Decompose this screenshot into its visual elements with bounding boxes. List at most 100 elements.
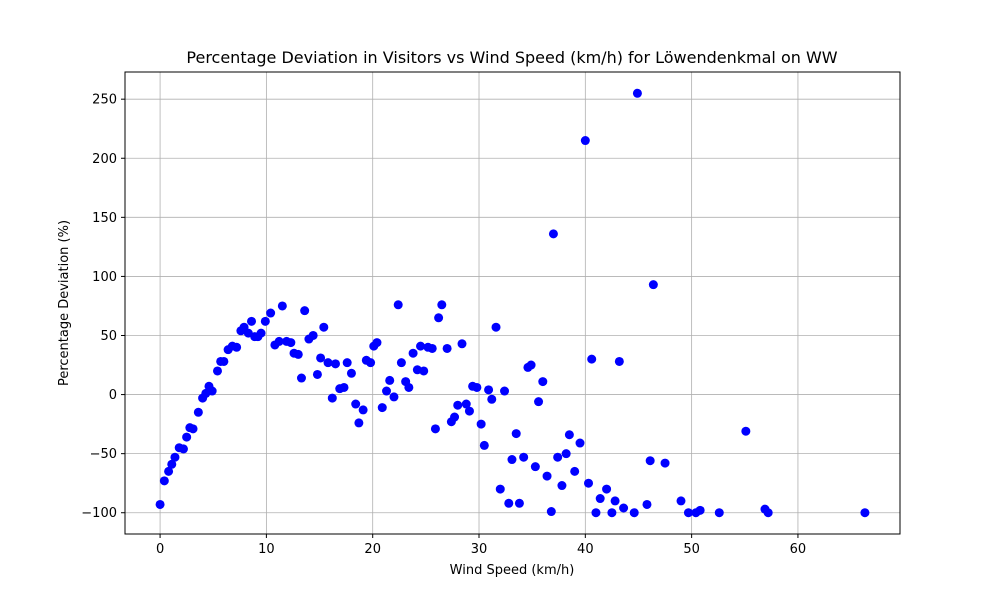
data-point: [453, 400, 463, 410]
data-point: [584, 478, 594, 488]
data-point: [495, 484, 505, 494]
y-tick-label: 200: [92, 152, 117, 167]
data-point: [542, 471, 552, 481]
data-point: [339, 382, 349, 392]
y-tick-label: 150: [92, 211, 117, 226]
x-axis-ticks: 0 10 20 30 40 50 60: [156, 534, 806, 557]
data-point: [247, 316, 257, 326]
data-point: [461, 399, 471, 409]
data-point: [450, 412, 460, 422]
data-point: [354, 418, 364, 428]
data-points: [155, 88, 870, 518]
data-point: [377, 403, 387, 413]
data-point: [389, 392, 399, 402]
data-point: [561, 449, 571, 459]
data-point: [188, 424, 198, 434]
data-point: [164, 466, 174, 476]
data-point: [632, 88, 642, 98]
data-point: [741, 426, 751, 436]
data-point: [607, 508, 617, 518]
data-point: [457, 339, 467, 349]
data-point: [491, 322, 501, 332]
data-point: [300, 306, 310, 316]
data-point: [260, 316, 270, 326]
data-point: [396, 358, 406, 368]
data-point: [476, 419, 486, 429]
grid: [125, 72, 900, 534]
data-point: [553, 452, 563, 462]
data-point: [570, 466, 580, 476]
y-tick-label: 50: [100, 329, 117, 344]
data-point: [538, 377, 548, 387]
x-tick-label: 0: [156, 542, 164, 557]
data-point: [266, 308, 276, 318]
data-point: [434, 313, 444, 323]
y-tick-label: 250: [92, 93, 117, 108]
data-point: [277, 301, 287, 311]
plot-frame: [124, 71, 901, 535]
data-point: [479, 440, 489, 450]
data-point: [507, 455, 517, 465]
data-point: [170, 452, 180, 462]
y-tick-label: 100: [92, 270, 117, 285]
data-point: [296, 373, 306, 383]
data-point: [695, 505, 705, 515]
x-tick-label: 10: [258, 542, 275, 557]
data-point: [714, 508, 724, 518]
data-point: [232, 342, 242, 352]
data-point: [500, 386, 510, 396]
data-point: [408, 348, 418, 358]
x-tick-label: 30: [471, 542, 488, 557]
y-tick-label: −50: [90, 447, 117, 462]
data-point: [393, 300, 403, 310]
data-point: [323, 358, 333, 368]
data-point: [308, 330, 318, 340]
data-point: [404, 382, 414, 392]
data-point: [610, 496, 620, 506]
x-tick-label: 40: [577, 542, 594, 557]
data-point: [557, 481, 567, 491]
data-point: [159, 476, 169, 486]
data-point: [575, 438, 585, 448]
data-point: [519, 452, 529, 462]
data-point: [293, 349, 303, 359]
data-point: [207, 386, 217, 396]
data-point: [614, 356, 624, 366]
data-point: [427, 343, 437, 353]
x-tick-label: 20: [364, 542, 381, 557]
data-point: [219, 356, 229, 366]
data-point: [286, 338, 296, 348]
data-point: [514, 498, 524, 508]
x-axis-label: Wind Speed (km/h): [450, 563, 575, 578]
data-point: [484, 385, 494, 395]
data-point: [366, 358, 376, 368]
data-point: [860, 508, 870, 518]
y-axis-label: Percentage Deviation (%): [57, 220, 72, 386]
data-point: [642, 499, 652, 509]
data-point: [548, 229, 558, 239]
data-point: [683, 508, 693, 518]
chart-title: Percentage Deviation in Visitors vs Wind…: [186, 48, 837, 67]
data-point: [591, 508, 601, 518]
data-point: [464, 406, 474, 416]
data-point: [372, 338, 382, 348]
data-point: [763, 508, 773, 518]
data-point: [534, 397, 544, 407]
x-tick-label: 60: [790, 542, 807, 557]
data-point: [442, 343, 452, 353]
data-point: [193, 407, 203, 417]
data-point: [437, 300, 447, 310]
data-point: [167, 459, 177, 469]
data-point: [319, 322, 329, 332]
data-point: [645, 456, 655, 466]
data-point: [546, 507, 556, 517]
data-point: [602, 484, 612, 494]
data-point: [419, 366, 429, 376]
data-point: [472, 382, 482, 392]
data-point: [526, 360, 536, 370]
data-point: [595, 494, 605, 504]
data-point: [182, 432, 192, 442]
data-point: [351, 399, 361, 409]
data-point: [312, 369, 322, 379]
data-point: [504, 498, 514, 508]
